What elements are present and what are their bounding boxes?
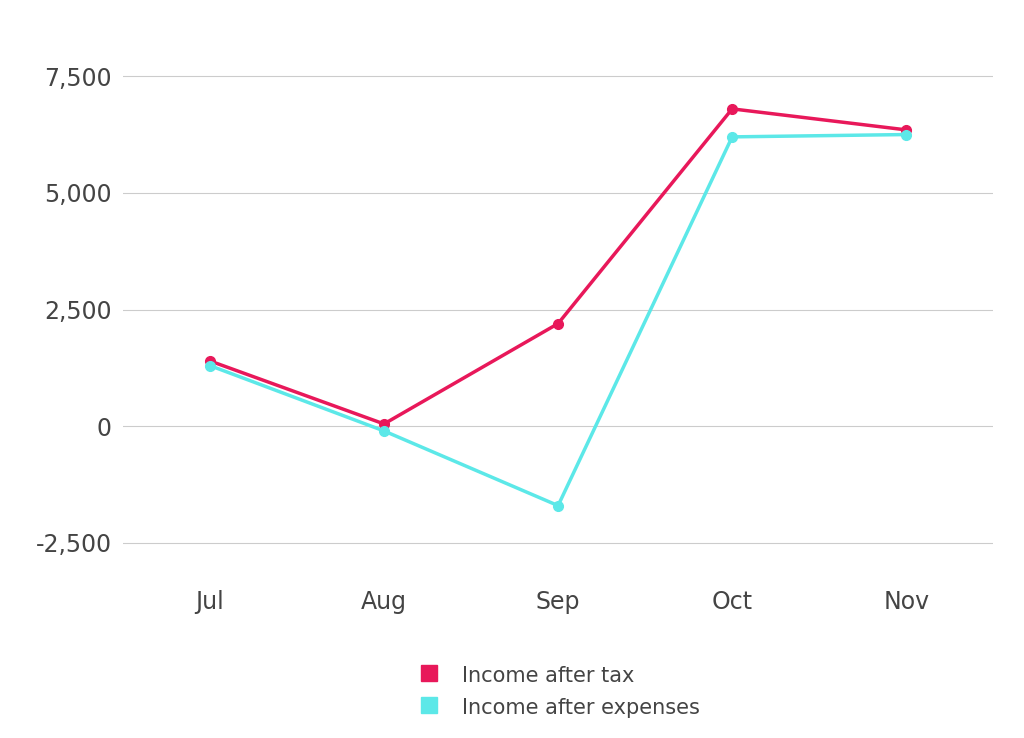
Legend: Income after tax, Income after expenses: Income after tax, Income after expenses <box>416 664 700 718</box>
